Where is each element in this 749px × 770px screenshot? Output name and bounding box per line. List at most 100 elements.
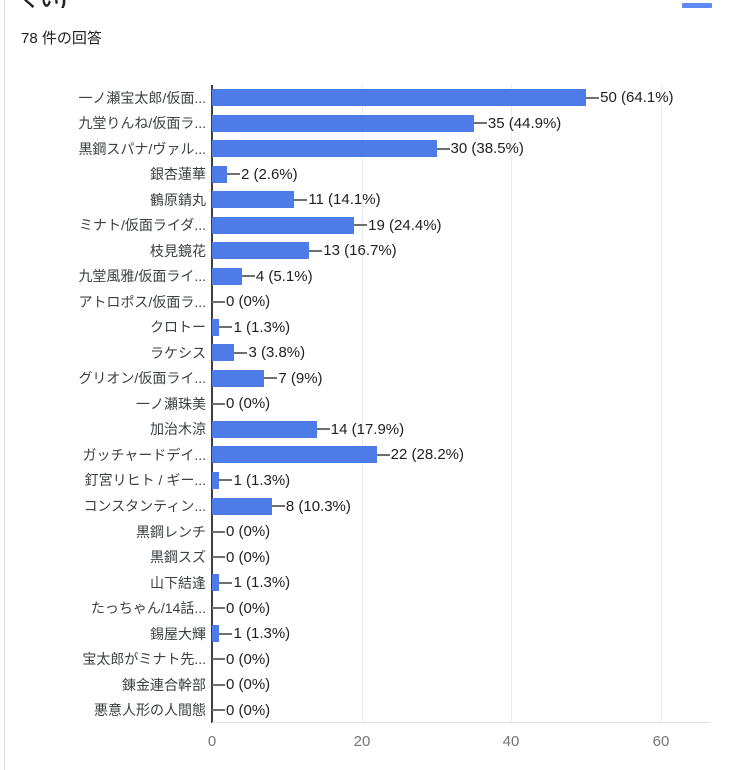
category-label: たっちゃん/14話...	[90, 600, 206, 617]
category-label: 加治木涼	[150, 421, 206, 438]
x-tick-label: 40	[502, 733, 520, 750]
category-label: 黒鋼スパナ/ヴァル...	[78, 140, 206, 157]
chart-row: ガッチャードデイ... 22 (28.2%)	[0, 442, 749, 468]
value-label: 22 (28.2%)	[390, 446, 464, 464]
card-left-border	[4, 0, 5, 770]
category-label: 一ノ瀬珠美	[136, 395, 206, 412]
gridline	[362, 85, 363, 723]
value-leader-line	[436, 147, 450, 150]
bar	[212, 165, 227, 183]
bar-area: 11 (14.1%)	[212, 187, 749, 213]
chart-row: 九堂風雅/仮面ライ... 4 (5.1%)	[0, 264, 749, 290]
value-leader-line	[586, 96, 600, 99]
chart-row: 黒鋼レンチ 0 (0%)	[0, 519, 749, 545]
chart-row: 九堂りんね/仮面ラ... 35 (44.9%)	[0, 111, 749, 137]
category-label: 錫屋大輝	[150, 625, 206, 642]
value-leader-line	[219, 581, 233, 584]
chart-row: 黒鋼スパナ/ヴァル... 30 (38.5%)	[0, 136, 749, 162]
question-title-text: くい)	[20, 0, 420, 8]
category-label: 鶴原錆丸	[150, 191, 206, 208]
bar	[212, 344, 235, 362]
value-leader-line	[212, 556, 225, 559]
chart-row: ミナト/仮面ライダ... 19 (24.4%)	[0, 213, 749, 239]
category-label: グリオン/仮面ライ...	[78, 370, 206, 387]
grid-layer	[212, 85, 749, 723]
response-count: 78 件の回答	[21, 30, 102, 47]
value-leader-line	[376, 453, 390, 456]
value-leader-line	[271, 505, 285, 507]
bar-area: 14 (17.9%)	[212, 417, 749, 443]
value-label: 7 (9%)	[278, 369, 323, 387]
bar-area: 0 (0%)	[212, 646, 749, 672]
value-leader-line	[219, 326, 233, 329]
value-label: 1 (1.3%)	[233, 625, 291, 643]
x-tick-label: 60	[652, 733, 670, 750]
bar-area: 50 (64.1%)	[212, 85, 749, 111]
chart-row: たっちゃん/14話... 0 (0%)	[0, 595, 749, 621]
category-label: 九堂りんね/仮面ラ...	[78, 115, 206, 132]
value-label: 3 (3.8%)	[248, 344, 306, 362]
value-label: 4 (5.1%)	[255, 267, 313, 285]
category-label: ラケシス	[150, 344, 206, 361]
value-label: 14 (17.9%)	[330, 420, 405, 438]
value-label: 1 (1.3%)	[233, 471, 291, 489]
bar	[212, 471, 220, 489]
bar-area: 0 (0%)	[212, 697, 749, 723]
bar-area: 35 (44.9%)	[212, 111, 749, 137]
copy-icon[interactable]	[682, 3, 712, 8]
value-leader-line	[264, 377, 278, 380]
category-label: 一ノ瀬宝太郎/仮面...	[78, 89, 206, 106]
chart-row: 黒鋼スズ 0 (0%)	[0, 544, 749, 570]
chart-row: ラケシス 3 (3.8%)	[0, 340, 749, 366]
chart-row: グリオン/仮面ライ... 7 (9%)	[0, 366, 749, 392]
bar	[212, 89, 587, 107]
value-leader-line	[212, 402, 225, 405]
chart-row: 山下結逢 1 (1.3%)	[0, 570, 749, 596]
category-label: クロトー	[150, 319, 206, 336]
category-label: ミナト/仮面ライダ...	[79, 217, 206, 234]
value-label: 0 (0%)	[226, 395, 271, 413]
bar-area: 0 (0%)	[212, 519, 749, 545]
bar-area: 0 (0%)	[212, 289, 749, 315]
value-label: 50 (64.1%)	[600, 89, 674, 107]
bar-area: 7 (9%)	[212, 366, 749, 392]
category-label: 黒鋼レンチ	[136, 523, 206, 540]
bar	[212, 114, 474, 132]
chart-row: 枝見鏡花 13 (16.7%)	[0, 238, 749, 264]
plot-bottom-line	[212, 722, 710, 723]
x-tick-label: 0	[207, 733, 217, 750]
value-leader-line	[294, 198, 308, 201]
chart-row: クロトー 1 (1.3%)	[0, 315, 749, 341]
bar	[212, 191, 295, 209]
value-leader-line	[316, 428, 330, 431]
category-label: 宝太郎がミナト先...	[82, 651, 206, 668]
bar-area: 0 (0%)	[212, 595, 749, 621]
value-leader-line	[219, 479, 233, 482]
value-label: 0 (0%)	[226, 599, 271, 617]
category-label: 枝見鏡花	[150, 242, 206, 259]
chart-row: 鶴原錆丸 11 (14.1%)	[0, 187, 749, 213]
value-leader-line	[234, 351, 248, 354]
value-leader-line	[473, 122, 487, 125]
x-tick-label: 20	[353, 733, 371, 750]
chart-row: 加治木涼 14 (17.9%)	[0, 417, 749, 443]
bar-area: 0 (0%)	[212, 672, 749, 698]
value-leader-line	[212, 683, 225, 686]
value-label: 19 (24.4%)	[368, 216, 442, 234]
bar-area: 13 (16.7%)	[212, 238, 749, 264]
bar	[212, 574, 220, 592]
value-leader-line	[212, 530, 225, 533]
bar-area: 0 (0%)	[212, 544, 749, 570]
value-leader-line	[226, 173, 240, 176]
bar-area: 3 (3.8%)	[212, 340, 749, 366]
gridline	[661, 85, 662, 723]
value-label: 0 (0%)	[226, 548, 271, 566]
value-label: 35 (44.9%)	[487, 114, 562, 132]
chart-row: アトロポス/仮面ラ... 0 (0%)	[0, 289, 749, 315]
chart-row: 釘宮リヒト / ギー... 1 (1.3%)	[0, 468, 749, 494]
chart-row: 錬金連合幹部 0 (0%)	[0, 672, 749, 698]
bar	[212, 497, 272, 515]
bar-area: 1 (1.3%)	[212, 315, 749, 341]
value-leader-line	[212, 709, 225, 712]
